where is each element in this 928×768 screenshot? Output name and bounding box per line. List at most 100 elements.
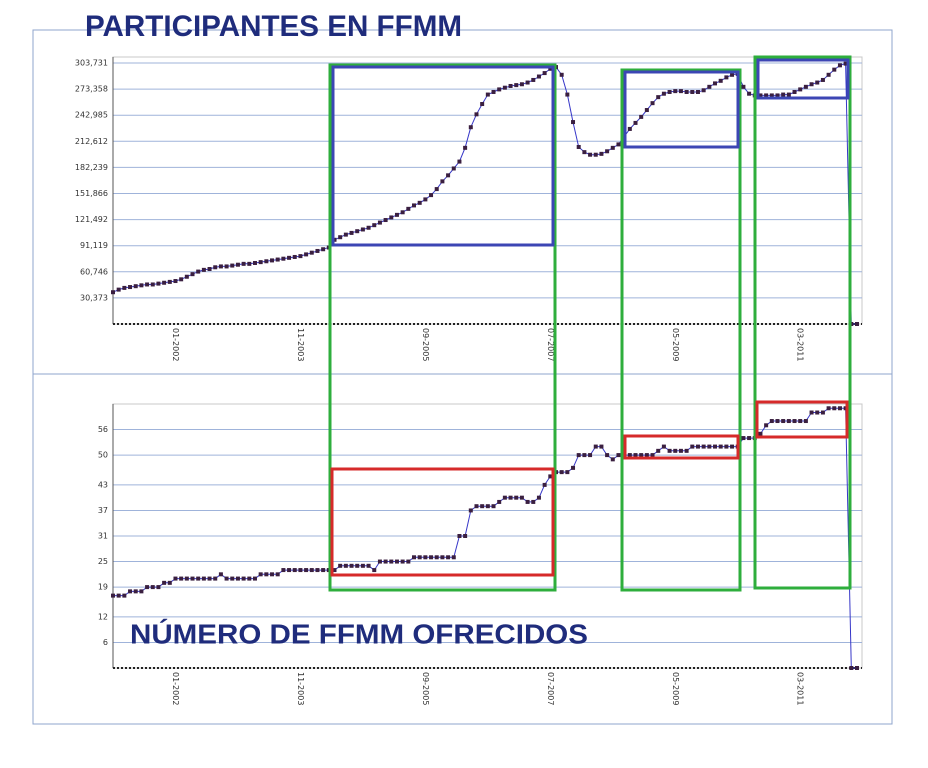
data-point — [792, 419, 797, 424]
data-point — [769, 93, 774, 98]
data-point — [639, 114, 644, 119]
data-point — [116, 593, 121, 598]
data-point — [803, 419, 808, 424]
data-point — [610, 145, 615, 150]
data-point — [502, 495, 507, 500]
data-point — [315, 568, 320, 573]
data-point — [559, 72, 564, 77]
data-point — [275, 572, 280, 577]
data-point — [463, 145, 468, 150]
data-point — [820, 410, 825, 415]
data-point — [758, 93, 763, 98]
data-point — [417, 555, 422, 560]
data-point — [389, 215, 394, 220]
data-point — [173, 576, 178, 581]
data-point — [196, 269, 201, 274]
data-point — [684, 448, 689, 453]
data-point — [463, 534, 468, 538]
data-point — [241, 576, 246, 581]
data-point — [372, 568, 377, 573]
data-point — [133, 589, 138, 594]
green-box — [753, 55, 852, 590]
data-point — [412, 555, 417, 560]
data-point — [179, 277, 184, 282]
data-point — [485, 92, 490, 97]
data-point — [281, 568, 286, 573]
data-point — [695, 444, 700, 449]
data-point — [605, 149, 610, 154]
panel-border — [32, 29, 893, 375]
blue-box — [623, 70, 740, 149]
data-point — [116, 287, 121, 292]
data-point — [656, 95, 661, 100]
line-chart: 30,373 60,746 91,119 121,492 151,866 182,239 2… — [75, 10, 863, 361]
data-point — [247, 576, 252, 581]
data-point — [406, 206, 411, 211]
data-point — [593, 444, 598, 449]
x-tick-label: 09-2005 — [421, 328, 430, 361]
data-point — [446, 555, 451, 560]
data-point — [730, 444, 735, 449]
data-point — [701, 88, 706, 93]
blue-box — [756, 58, 850, 100]
blue-box — [331, 65, 555, 247]
data-point — [667, 89, 672, 94]
data-point — [162, 580, 167, 585]
data-point — [474, 504, 479, 509]
data-point — [394, 212, 399, 217]
data-point — [593, 152, 598, 157]
y-tick-label: 151,866 — [75, 189, 108, 198]
data-point — [741, 84, 746, 89]
data-point — [343, 232, 348, 237]
y-tick-label: 50 — [98, 451, 108, 460]
data-point — [275, 257, 280, 262]
data-point — [661, 91, 666, 96]
data-point — [434, 187, 439, 192]
x-tick-label: 07-2007 — [546, 328, 555, 361]
data-point — [514, 83, 519, 88]
data-point — [111, 593, 115, 598]
data-point — [707, 84, 712, 89]
data-point — [150, 585, 155, 590]
data-point — [190, 576, 195, 581]
data-point — [224, 264, 229, 269]
data-point — [741, 436, 746, 441]
data-point — [355, 229, 360, 234]
data-point — [366, 225, 371, 230]
data-point — [309, 568, 314, 573]
data-point — [150, 282, 155, 287]
data-point — [809, 82, 814, 87]
data-point — [349, 563, 354, 568]
data-point — [599, 151, 604, 156]
data-point — [332, 568, 337, 573]
data-point — [338, 235, 343, 240]
data-point — [576, 144, 581, 149]
data-point — [718, 78, 723, 83]
data-point — [747, 91, 752, 96]
data-point — [855, 322, 859, 326]
data-point — [514, 495, 519, 500]
x-tick-label: 01-2002 — [171, 328, 180, 361]
y-tick-label: 19 — [98, 583, 108, 592]
x-tick-label: 07-2007 — [546, 672, 555, 705]
data-point — [287, 568, 292, 573]
data-point — [775, 93, 780, 98]
data-point — [491, 504, 496, 509]
data-point — [764, 93, 769, 98]
data-point — [633, 453, 638, 458]
y-tick-label: 182,239 — [75, 163, 108, 172]
data-point — [343, 563, 348, 568]
data-point — [815, 410, 820, 415]
x-tick-label: 03-2011 — [796, 672, 805, 705]
data-point — [207, 576, 212, 581]
data-point — [241, 261, 246, 266]
data-point — [519, 82, 524, 87]
data-point — [650, 453, 655, 458]
data-point — [690, 89, 695, 94]
data-point — [281, 256, 286, 261]
line-chart: 6 12 19 25 31 37 43 50 56 01-2002 11-2003 09-2005 07… — [98, 403, 863, 705]
plot-frame — [112, 56, 863, 325]
data-point — [775, 419, 780, 424]
green-box — [328, 63, 557, 592]
data-point — [673, 89, 678, 94]
